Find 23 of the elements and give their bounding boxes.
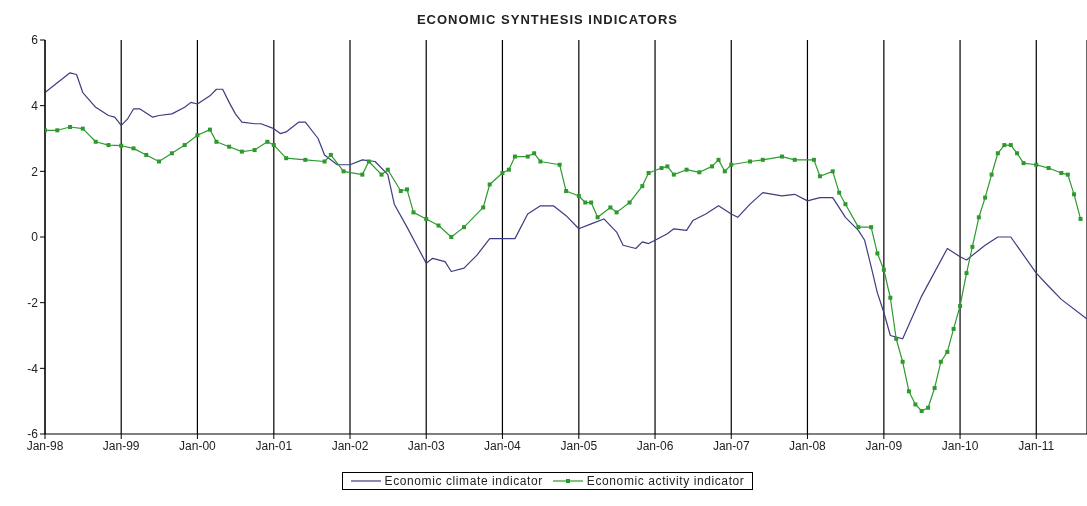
x-tick-label: Jan-02 — [331, 438, 369, 453]
x-tick-label: Jan-07 — [712, 438, 750, 453]
y-tick-label: 0 — [31, 230, 39, 245]
x-tick-label: Jan-00 — [179, 438, 217, 453]
x-tick-label: Jan-03 — [407, 438, 445, 453]
x-tick-label: Jan-05 — [560, 438, 598, 453]
x-tick-label: Jan-04 — [484, 438, 522, 453]
x-tick-label: Jan-11 — [1018, 438, 1055, 453]
legend-label: Economic climate indicator — [384, 474, 543, 488]
x-tick-label: Jan-09 — [865, 438, 903, 453]
x-tick-label: Jan-10 — [941, 438, 979, 453]
y-tick-label: -2 — [27, 295, 39, 310]
y-tick-label: 2 — [31, 164, 39, 179]
chart-title: ECONOMIC SYNTHESIS INDICATORS — [415, 11, 680, 29]
line-series — [45, 72, 1087, 340]
y-tick-label: 4 — [31, 98, 39, 113]
y-tick-label: 6 — [31, 33, 39, 48]
x-tick-label: Jan-01 — [255, 438, 293, 453]
legend-label: Economic activity indicator — [586, 474, 745, 488]
x-tick-label: Jan-06 — [636, 438, 674, 453]
y-tick-label: -4 — [27, 361, 39, 376]
x-tick-label: Jan-08 — [789, 438, 827, 453]
x-tick-label: Jan-99 — [102, 438, 140, 453]
